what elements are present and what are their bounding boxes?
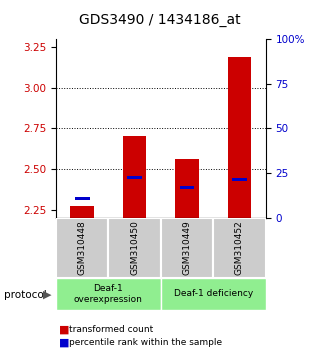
Bar xyxy=(127,176,142,179)
Bar xyxy=(161,218,213,278)
Bar xyxy=(175,159,199,218)
Bar xyxy=(123,136,146,218)
Bar xyxy=(70,206,94,218)
Text: transformed count: transformed count xyxy=(69,325,153,335)
Text: GSM310450: GSM310450 xyxy=(130,220,139,275)
Text: ■: ■ xyxy=(59,337,70,347)
Text: protocol: protocol xyxy=(4,290,47,299)
Text: GDS3490 / 1434186_at: GDS3490 / 1434186_at xyxy=(79,13,241,28)
Text: Deaf-1
overexpression: Deaf-1 overexpression xyxy=(74,284,143,303)
Bar xyxy=(56,278,161,310)
Bar xyxy=(108,218,161,278)
Bar xyxy=(180,186,194,189)
Bar xyxy=(228,57,251,218)
Text: Deaf-1 deficiency: Deaf-1 deficiency xyxy=(173,289,253,298)
Bar xyxy=(213,218,266,278)
Bar xyxy=(232,178,247,181)
Bar xyxy=(161,278,266,310)
Text: percentile rank within the sample: percentile rank within the sample xyxy=(69,338,222,347)
Text: ■: ■ xyxy=(59,325,70,335)
Text: GSM310449: GSM310449 xyxy=(182,221,191,275)
Bar xyxy=(56,218,108,278)
Text: GSM310448: GSM310448 xyxy=(78,221,87,275)
Text: GSM310452: GSM310452 xyxy=(235,221,244,275)
Bar xyxy=(75,197,90,200)
Text: ▶: ▶ xyxy=(43,290,52,299)
